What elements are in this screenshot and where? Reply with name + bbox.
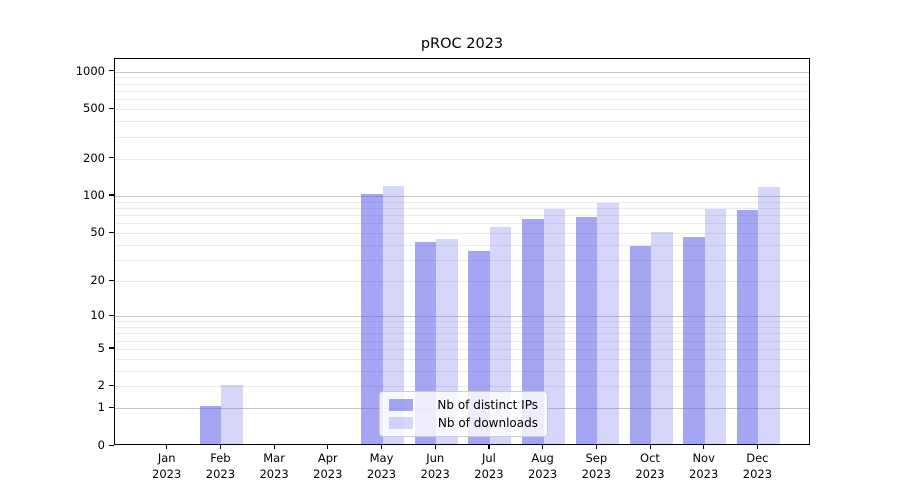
bar bbox=[597, 203, 619, 444]
legend: Nb of distinct IPs Nb of downloads bbox=[379, 391, 548, 437]
gridline-minor bbox=[115, 233, 809, 234]
y-tick-label: 500 bbox=[83, 101, 105, 116]
y-tick-mark bbox=[109, 279, 114, 281]
gridline-minor bbox=[115, 223, 809, 225]
gridline-minor bbox=[115, 207, 809, 209]
gridline-minor bbox=[115, 158, 809, 160]
gridline-major bbox=[115, 195, 809, 197]
gridline-minor bbox=[115, 215, 809, 217]
bar bbox=[522, 218, 544, 444]
x-tick-label: Oct 2023 bbox=[635, 451, 665, 481]
gridline-minor bbox=[115, 340, 809, 342]
gridline-minor bbox=[115, 348, 809, 350]
bar bbox=[543, 208, 566, 444]
gridline-minor bbox=[115, 77, 809, 79]
bar bbox=[758, 187, 780, 444]
y-tick-mark bbox=[109, 406, 114, 409]
gridline-minor bbox=[115, 109, 809, 111]
x-tick-label: Dec 2023 bbox=[742, 451, 773, 481]
legend-item-downloads: Nb of downloads bbox=[389, 416, 538, 430]
y-tick-label: 5 bbox=[97, 340, 105, 355]
bar bbox=[361, 194, 383, 444]
gridline-minor bbox=[115, 281, 809, 283]
bar bbox=[489, 226, 512, 444]
y-tick-mark bbox=[109, 384, 114, 387]
x-tick-mark bbox=[488, 445, 490, 449]
y-tick-label: 2 bbox=[97, 378, 105, 393]
y-tick-label: 200 bbox=[83, 150, 105, 165]
bar bbox=[382, 185, 404, 444]
bar bbox=[221, 384, 243, 444]
plot-area bbox=[114, 58, 810, 445]
x-tick-mark bbox=[756, 445, 759, 449]
gridline-minor bbox=[115, 333, 809, 335]
bar bbox=[736, 210, 759, 444]
x-tick-label: May 2023 bbox=[366, 451, 397, 481]
x-tick-label: Jan 2023 bbox=[152, 451, 182, 481]
y-tick-label: 0 bbox=[97, 438, 105, 452]
gridline-minor bbox=[115, 326, 809, 328]
gridline-major bbox=[115, 71, 809, 73]
y-tick-label: 100 bbox=[83, 187, 105, 202]
bar bbox=[199, 406, 222, 444]
gridline-minor bbox=[115, 121, 809, 123]
legend-label-distinct-ips: Nb of distinct IPs bbox=[437, 398, 538, 412]
x-tick-label: Jul 2023 bbox=[474, 451, 504, 481]
bar bbox=[629, 245, 651, 444]
legend-swatch-downloads bbox=[389, 417, 413, 429]
y-tick-mark bbox=[109, 444, 114, 446]
bar bbox=[651, 232, 673, 444]
gridline-minor bbox=[115, 244, 809, 246]
chart-title: pROC 2023 bbox=[420, 36, 504, 52]
y-tick-mark bbox=[109, 70, 114, 72]
y-tick-label: 10 bbox=[90, 308, 105, 323]
y-tick-mark bbox=[109, 231, 114, 233]
x-tick-label: Feb 2023 bbox=[205, 451, 236, 481]
gridline-major bbox=[115, 316, 809, 318]
gridline-minor bbox=[115, 321, 809, 323]
x-tick-mark bbox=[166, 445, 168, 449]
gridline-minor bbox=[115, 201, 809, 203]
y-tick-label: 50 bbox=[90, 225, 105, 239]
x-tick-mark bbox=[649, 445, 651, 449]
y-tick-mark bbox=[109, 314, 114, 316]
legend-item-distinct-ips: Nb of distinct IPs bbox=[389, 398, 538, 412]
x-tick-mark bbox=[434, 445, 436, 449]
gridline-minor bbox=[115, 386, 809, 388]
y-tick-label: 1 bbox=[97, 400, 105, 415]
x-tick-mark bbox=[542, 445, 544, 449]
gridline-minor bbox=[115, 136, 809, 138]
y-tick-label: 1000 bbox=[75, 63, 105, 78]
x-tick-label: Apr 2023 bbox=[313, 451, 343, 481]
gridline-minor bbox=[115, 358, 809, 360]
gridline-minor bbox=[115, 83, 809, 85]
y-tick-label: 20 bbox=[90, 273, 105, 288]
y-tick-mark bbox=[109, 347, 114, 349]
x-tick-mark bbox=[219, 445, 222, 449]
x-tick-mark bbox=[381, 445, 383, 449]
x-tick-label: Nov 2023 bbox=[689, 451, 719, 481]
legend-label-downloads: Nb of downloads bbox=[437, 416, 538, 430]
x-tick-label: Jun 2023 bbox=[420, 451, 450, 481]
x-tick-mark bbox=[327, 445, 329, 449]
bar bbox=[575, 217, 598, 444]
x-tick-label: Mar 2023 bbox=[259, 451, 289, 481]
y-tick-mark bbox=[109, 157, 114, 159]
bar bbox=[704, 209, 727, 444]
bar bbox=[683, 236, 705, 444]
legend-swatch-distinct-ips bbox=[389, 399, 413, 411]
gridline-minor bbox=[115, 370, 809, 372]
y-tick-mark bbox=[109, 107, 114, 109]
x-tick-mark bbox=[703, 445, 705, 449]
y-tick-mark bbox=[109, 194, 114, 196]
x-tick-mark bbox=[595, 445, 597, 449]
x-tick-mark bbox=[273, 445, 275, 449]
x-tick-label: Sep 2023 bbox=[581, 451, 611, 481]
gridline-minor bbox=[115, 259, 809, 261]
gridline-minor bbox=[115, 91, 809, 93]
gridline-minor bbox=[115, 99, 809, 101]
x-tick-label: Aug 2023 bbox=[527, 451, 558, 481]
